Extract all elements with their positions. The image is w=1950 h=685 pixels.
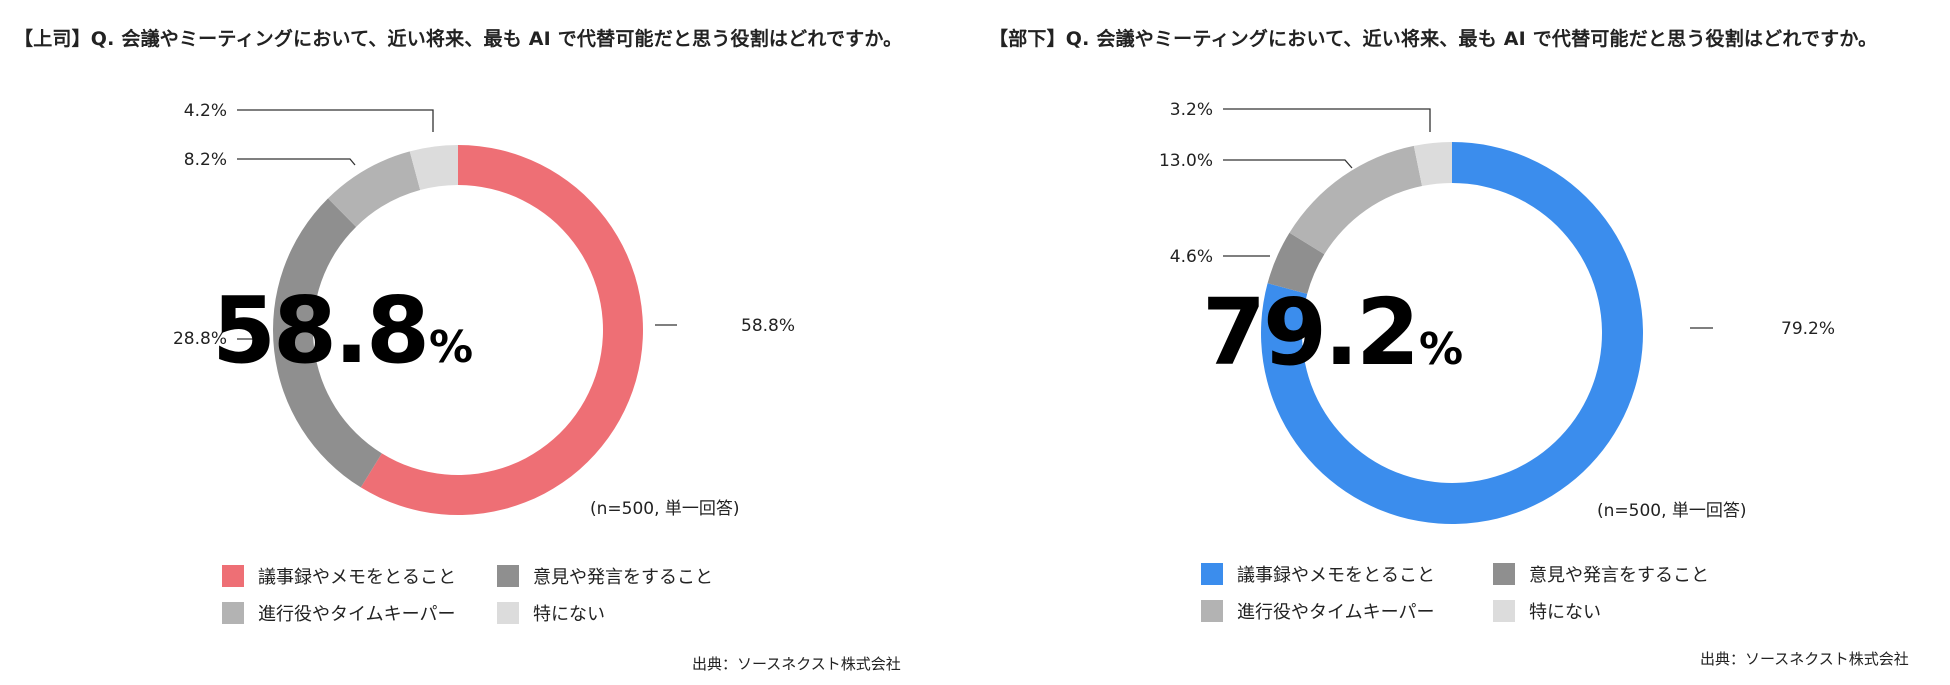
data-label: 58.8% xyxy=(741,316,795,336)
legend-swatch xyxy=(222,565,244,587)
data-label: 4.6% xyxy=(1170,247,1213,267)
legend-swatch xyxy=(1201,563,1223,585)
source-credit: 出典：ソースネクスト株式会社 xyxy=(1700,650,1909,668)
legend-swatch xyxy=(1493,563,1515,585)
data-label: 13.0% xyxy=(1159,151,1213,171)
legend-item: 進行役やタイムキーパー xyxy=(222,600,455,626)
leader-line xyxy=(237,158,356,166)
leader-line xyxy=(1223,108,1431,132)
legend-item: 議事録やメモをとること xyxy=(222,563,456,589)
data-label: 79.2% xyxy=(1781,319,1835,339)
legend-item: 意見や発言をすること xyxy=(497,563,713,589)
center-value: 58.8 xyxy=(212,277,427,384)
data-label: 8.2% xyxy=(184,150,227,170)
donut-slice xyxy=(1413,142,1452,187)
chart-panel-subordinate: 【部下】Q. 会議やミーティングにおいて、近い将来、最も AI で代替可能だと思… xyxy=(975,0,1950,685)
leader-line xyxy=(237,109,434,132)
legend-label: 特にない xyxy=(1529,602,1601,623)
leader-lines: 58.8% 28.8% 8.2% 4.2% xyxy=(173,101,795,349)
legend-label: 意見や発言をすること xyxy=(533,567,713,588)
chart-title: 【部下】Q. 会議やミーティングにおいて、近い将来、最も AI で代替可能だと思… xyxy=(989,28,1878,50)
legend-item: 進行役やタイムキーパー xyxy=(1201,598,1434,624)
legend-swatch xyxy=(1493,600,1515,622)
donut-chart: 58.8% 28.8% 8.2% 4.2% 58.8 % xyxy=(173,101,795,515)
donut-slices xyxy=(1261,142,1643,524)
legend-swatch xyxy=(497,565,519,587)
center-unit: % xyxy=(1419,324,1463,375)
legend-label: 特にない xyxy=(533,604,605,625)
donut-slice xyxy=(409,145,458,191)
legend-label: 意見や発言をすること xyxy=(1529,565,1709,586)
legend-label: 議事録やメモをとること xyxy=(258,567,456,588)
donut-slice xyxy=(1267,232,1325,294)
data-label: 28.8% xyxy=(173,329,227,349)
center-value: 79.2 xyxy=(1202,279,1417,386)
donut-slice xyxy=(360,145,643,515)
donut-slice xyxy=(273,198,382,488)
legend-item: 意見や発言をすること xyxy=(1493,561,1709,587)
legend-item: 特にない xyxy=(1493,598,1601,624)
legend-item: 議事録やメモをとること xyxy=(1201,561,1435,587)
legend-swatch xyxy=(497,602,519,624)
legend-label: 進行役やタイムキーパー xyxy=(1237,602,1435,623)
center-unit: % xyxy=(429,322,473,373)
donut-slice xyxy=(328,151,421,227)
legend-swatch xyxy=(222,602,244,624)
legend-item: 特にない xyxy=(497,600,605,626)
data-label: 3.2% xyxy=(1170,100,1213,120)
legend-swatch xyxy=(1201,600,1223,622)
chart-title: 【上司】Q. 会議やミーティングにおいて、近い将来、最も AI で代替可能だと思… xyxy=(14,28,903,50)
data-label: 4.2% xyxy=(184,101,227,121)
sample-note: (n=500, 単一回答) xyxy=(1597,501,1747,521)
legend-label: 進行役やタイムキーパー xyxy=(258,604,456,625)
donut-slice xyxy=(1289,145,1423,255)
leader-lines: 79.2% 4.6% 13.0% 3.2% xyxy=(1159,100,1835,339)
chart-panel-boss: 【上司】Q. 会議やミーティングにおいて、近い将来、最も AI で代替可能だと思… xyxy=(14,28,903,673)
donut-slices xyxy=(273,145,643,515)
sample-note: (n=500, 単一回答) xyxy=(590,499,740,519)
leader-line xyxy=(1223,159,1353,169)
donut-chart: 79.2% 4.6% 13.0% 3.2% 79.2 % xyxy=(1159,100,1835,524)
source-credit: 出典：ソースネクスト株式会社 xyxy=(692,655,901,673)
legend-label: 議事録やメモをとること xyxy=(1237,565,1435,586)
